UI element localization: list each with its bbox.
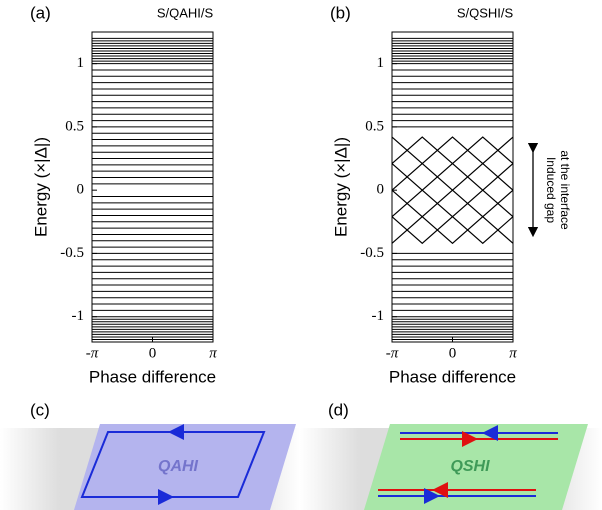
y-tick-label: 0.5 <box>365 118 384 134</box>
plot-frame <box>391 31 514 343</box>
y-tick-label: 0 <box>77 182 85 198</box>
bound-state <box>391 136 514 165</box>
bound-state <box>391 136 514 165</box>
x-tick-label: -π <box>386 345 399 361</box>
y-tick-label: -0.5 <box>60 245 84 261</box>
y-tick-label: -0.5 <box>360 245 384 261</box>
plot-frame <box>91 31 214 343</box>
chart-title: S/QAHI/S <box>157 5 214 20</box>
region-label: QAHI <box>158 458 199 475</box>
bound-state <box>391 162 514 191</box>
y-tick-label: 0.5 <box>65 118 84 134</box>
annotation: Induced gap <box>544 157 558 223</box>
x-tick-label: 0 <box>449 345 457 361</box>
charts: (a) S/QAHI/S Energy (×|Δ|) Phase difference… <box>30 3 517 386</box>
bound-state <box>391 162 514 191</box>
bound-state <box>391 189 514 218</box>
y-axis-label: Energy (×|Δ|) <box>331 137 350 237</box>
panel-label: (c) <box>30 400 50 419</box>
x-axis-label: Phase difference <box>389 367 516 386</box>
annotation: at the interface <box>558 150 572 230</box>
panel-label: (b) <box>330 3 351 22</box>
chart-title: S/QSHI/S <box>457 5 514 20</box>
region-label: QSHI <box>450 458 490 475</box>
bound-state <box>391 215 514 245</box>
x-tick-label: π <box>209 345 217 361</box>
qshi-region <box>364 424 588 510</box>
panel-label: (a) <box>30 3 51 22</box>
x-tick-label: π <box>509 345 517 361</box>
y-tick-label: -1 <box>72 308 85 324</box>
y-tick-label: 0 <box>377 182 385 198</box>
x-tick-label: -π <box>86 345 99 361</box>
y-axis-label: Energy (×|Δ|) <box>31 137 50 237</box>
x-axis-label: Phase difference <box>89 367 216 386</box>
x-tick-label: 0 <box>149 345 157 361</box>
panel-label: (d) <box>328 400 349 419</box>
y-tick-label: 1 <box>377 55 385 71</box>
bound-state <box>391 189 514 218</box>
y-tick-label: 1 <box>77 55 85 71</box>
y-tick-label: -1 <box>372 308 385 324</box>
edge-loop <box>80 431 266 498</box>
bound-state <box>391 215 514 245</box>
